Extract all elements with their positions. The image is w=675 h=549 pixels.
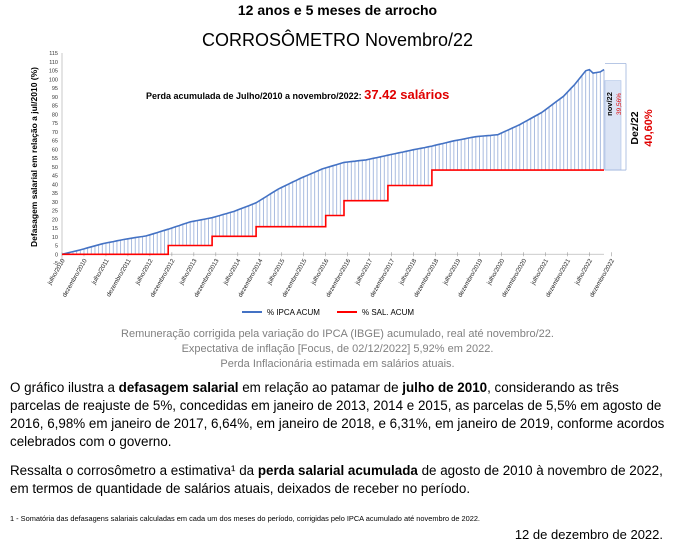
y-tick-label: 80 bbox=[52, 112, 58, 118]
y-tick-label: 0 bbox=[55, 252, 58, 258]
x-tick-label: dezembro/2011 bbox=[105, 257, 133, 298]
y-tick-label: 30 bbox=[52, 200, 58, 206]
y-tick-label: 5 bbox=[55, 244, 58, 250]
y-tick-label: 40 bbox=[52, 182, 58, 188]
y-tick-label: 60 bbox=[52, 147, 58, 153]
y-tick-label: 75 bbox=[52, 121, 58, 127]
note-line: Perda Inflacionária estimada em salários… bbox=[0, 357, 675, 372]
y-tick-label: 95 bbox=[52, 86, 58, 92]
x-tick-label: julho/2018 bbox=[397, 257, 418, 287]
x-tick-label: julho/2011 bbox=[90, 257, 111, 286]
x-tick-label: julho/2022 bbox=[573, 257, 594, 287]
loss-label-text: Perda acumulada de Julho/2010 a novembro… bbox=[146, 91, 364, 101]
y-tick-label: 105 bbox=[49, 69, 58, 75]
x-tick-label: julho/2017 bbox=[354, 257, 375, 287]
y-tick-label: 115 bbox=[49, 51, 58, 57]
chart: -505101520253035404550556065707580859095… bbox=[0, 0, 675, 330]
dez-value: 40,60% bbox=[643, 109, 655, 147]
x-tick-label: julho/2021 bbox=[529, 257, 550, 287]
x-tick-label: julho/2016 bbox=[310, 257, 331, 287]
y-tick-label: 70 bbox=[52, 130, 58, 136]
y-tick-label: 50 bbox=[52, 165, 58, 171]
dez-label: Dez/22 bbox=[629, 111, 641, 144]
x-tick-label: julho/2012 bbox=[134, 257, 155, 287]
note-line: Remuneração corrigida pela variação do I… bbox=[0, 327, 675, 342]
y-tick-label: 110 bbox=[49, 60, 58, 66]
x-tick-label: julho/2014 bbox=[222, 257, 243, 287]
legend-sal-label: % SAL. ACUM bbox=[362, 308, 414, 317]
y-tick-label: 100 bbox=[49, 77, 58, 83]
y-tick-label: 90 bbox=[52, 95, 58, 101]
axes-layer: -505101520253035404550556065707580859095… bbox=[46, 51, 616, 298]
y-tick-label: 45 bbox=[52, 174, 58, 180]
note-line: Expectativa de inflação [Focus, de 02/12… bbox=[0, 342, 675, 357]
y-tick-label: 35 bbox=[52, 191, 58, 197]
y-tick-label: 65 bbox=[52, 139, 58, 145]
y-tick-label: 55 bbox=[52, 156, 58, 162]
y-axis-label: Defasagem salarial em relação a jul/2010… bbox=[29, 67, 39, 247]
y-tick-label: 25 bbox=[52, 209, 58, 215]
footnote: 1 - Somatória das defasagens salariais c… bbox=[10, 514, 670, 523]
nov-label: nov/22 bbox=[605, 92, 614, 116]
legend-ipca-label: % IPCA ACUM bbox=[267, 308, 320, 317]
y-tick-label: 10 bbox=[52, 235, 58, 241]
description-paragraph-2: Ressalta o corrosômetro a estimativa¹ da… bbox=[10, 462, 670, 498]
loss-label: Perda acumulada de Julho/2010 a novembro… bbox=[146, 87, 449, 102]
y-tick-label: 15 bbox=[52, 226, 58, 232]
y-tick-label: 85 bbox=[52, 104, 58, 110]
x-tick-label: julho/2013 bbox=[178, 257, 199, 287]
date: 12 de dezembro de 2022. bbox=[515, 527, 663, 542]
x-tick-label: julho/2019 bbox=[441, 257, 462, 287]
x-tick-label: julho/2020 bbox=[485, 257, 506, 287]
notes: Remuneração corrigida pela variação do I… bbox=[0, 327, 675, 372]
legend: % IPCA ACUM % SAL. ACUM bbox=[242, 308, 414, 317]
loss-value: 37.42 salários bbox=[364, 87, 449, 102]
x-tick-label: julho/2015 bbox=[266, 257, 287, 287]
nov-value: 39,56% bbox=[616, 93, 623, 115]
description-paragraph-1: O gráfico ilustra a defasagem salarial e… bbox=[10, 379, 670, 451]
y-tick-label: 20 bbox=[52, 217, 58, 223]
